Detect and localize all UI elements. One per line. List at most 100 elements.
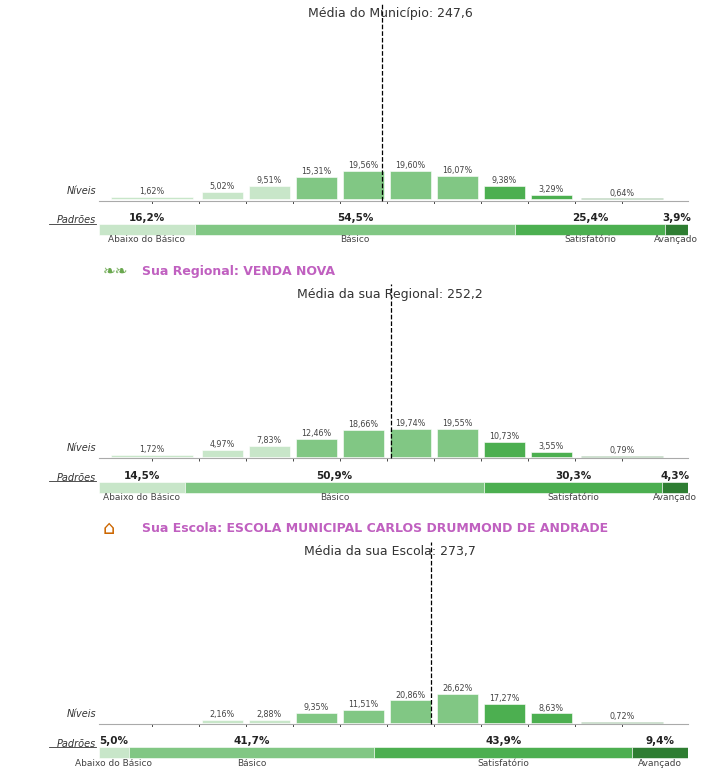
Text: 19,55%: 19,55% — [442, 419, 473, 428]
Text: Média do Município: 247,6: Média do Município: 247,6 — [308, 7, 472, 20]
Text: 43,9%: 43,9% — [485, 736, 521, 747]
Text: 19,56%: 19,56% — [348, 161, 379, 170]
Text: Níveis: Níveis — [67, 709, 96, 719]
Text: Avançado: Avançado — [638, 758, 682, 768]
Bar — [531, 194, 572, 199]
Text: Avançado: Avançado — [653, 493, 697, 502]
Text: 1,62%: 1,62% — [139, 187, 164, 196]
Text: ❧❧: ❧❧ — [103, 263, 128, 279]
Text: 19,74%: 19,74% — [395, 419, 425, 428]
Text: 12,46%: 12,46% — [301, 430, 332, 438]
Text: 41,7%: 41,7% — [233, 736, 269, 747]
Text: Básico: Básico — [320, 493, 349, 502]
Text: Padrões: Padrões — [57, 739, 96, 749]
Bar — [249, 719, 290, 722]
Bar — [99, 747, 129, 758]
Bar — [632, 747, 688, 758]
Bar — [249, 446, 290, 457]
Text: Satisfatório: Satisfatório — [564, 235, 616, 244]
Bar — [296, 177, 337, 199]
Bar — [296, 439, 337, 457]
Text: Satisfatório: Satisfatório — [547, 493, 599, 502]
Text: Abaixo do Básico: Abaixo do Básico — [104, 493, 180, 502]
Text: 5,0%: 5,0% — [99, 736, 128, 747]
Text: Abaixo do Básico: Abaixo do Básico — [108, 235, 186, 244]
Bar — [194, 224, 515, 235]
Bar — [129, 747, 374, 758]
Text: Níveis: Níveis — [67, 186, 96, 196]
Bar — [484, 482, 662, 493]
Text: 10,73%: 10,73% — [489, 432, 520, 440]
Bar — [390, 171, 431, 199]
Text: 19,60%: 19,60% — [396, 161, 425, 170]
Text: Avançado: Avançado — [654, 235, 698, 244]
Text: 30,3%: 30,3% — [555, 471, 591, 481]
Bar — [99, 482, 184, 493]
Bar — [390, 429, 431, 457]
Bar — [343, 430, 384, 457]
Bar — [437, 176, 478, 199]
Bar — [202, 720, 243, 722]
Bar — [343, 711, 384, 722]
Text: 9,38%: 9,38% — [492, 176, 517, 185]
Bar — [662, 482, 688, 493]
Text: 11,51%: 11,51% — [348, 701, 379, 709]
Text: 16,07%: 16,07% — [442, 166, 472, 175]
Text: Média da sua Escola: 273,7: Média da sua Escola: 273,7 — [304, 545, 476, 558]
Bar — [437, 429, 478, 457]
Bar — [515, 224, 665, 235]
Bar — [202, 192, 243, 199]
Bar — [343, 171, 384, 199]
Bar — [531, 713, 572, 722]
Bar — [581, 456, 663, 457]
Bar — [484, 441, 525, 457]
Text: 2,16%: 2,16% — [210, 711, 235, 719]
Bar — [202, 450, 243, 457]
Text: 0,64%: 0,64% — [609, 188, 635, 198]
Text: 4,97%: 4,97% — [210, 440, 235, 449]
Text: Básico: Básico — [340, 235, 369, 244]
Text: 17,27%: 17,27% — [489, 694, 520, 704]
Text: Satisfatório: Satisfatório — [477, 758, 529, 768]
Text: Sua Regional: VENDA NOVA: Sua Regional: VENDA NOVA — [142, 265, 335, 277]
Bar — [484, 186, 525, 199]
Text: 9,35%: 9,35% — [303, 703, 329, 711]
Text: 2,88%: 2,88% — [257, 710, 282, 719]
Text: 18,66%: 18,66% — [348, 420, 379, 430]
Text: 50,9%: 50,9% — [316, 471, 352, 481]
Text: 3,55%: 3,55% — [539, 442, 564, 451]
Text: 8,63%: 8,63% — [539, 704, 564, 712]
Text: ⌂: ⌂ — [103, 519, 115, 538]
Text: 16,2%: 16,2% — [129, 213, 165, 223]
Text: 26,62%: 26,62% — [442, 684, 473, 694]
Text: 3,29%: 3,29% — [539, 184, 564, 194]
Text: Padrões: Padrões — [57, 216, 96, 226]
Text: 14,5%: 14,5% — [124, 471, 160, 481]
Text: 15,31%: 15,31% — [301, 167, 332, 177]
Bar — [296, 712, 337, 722]
Bar — [249, 186, 290, 199]
Text: 5,02%: 5,02% — [210, 182, 235, 191]
Bar — [437, 694, 478, 722]
Bar — [184, 482, 484, 493]
Bar — [390, 701, 431, 722]
Text: Padrões: Padrões — [57, 473, 96, 483]
Text: 54,5%: 54,5% — [337, 213, 373, 223]
Text: Abaixo do Básico: Abaixo do Básico — [75, 758, 152, 768]
Text: 4,3%: 4,3% — [661, 471, 690, 481]
Text: 9,51%: 9,51% — [257, 176, 282, 185]
Text: 9,4%: 9,4% — [646, 736, 674, 747]
Bar — [111, 455, 193, 457]
Bar — [99, 224, 194, 235]
Text: Sua Escola: ESCOLA MUNICIPAL CARLOS DRUMMOND DE ANDRADE: Sua Escola: ESCOLA MUNICIPAL CARLOS DRUM… — [142, 522, 608, 535]
Text: Níveis: Níveis — [67, 444, 96, 454]
Bar — [665, 224, 688, 235]
Text: 7,83%: 7,83% — [257, 436, 282, 445]
Text: 1,72%: 1,72% — [139, 444, 164, 454]
Bar — [531, 452, 572, 457]
Bar — [581, 198, 663, 199]
Bar — [374, 747, 632, 758]
Text: 3,9%: 3,9% — [661, 213, 691, 223]
Text: 0,72%: 0,72% — [609, 712, 635, 721]
Bar — [111, 197, 193, 199]
